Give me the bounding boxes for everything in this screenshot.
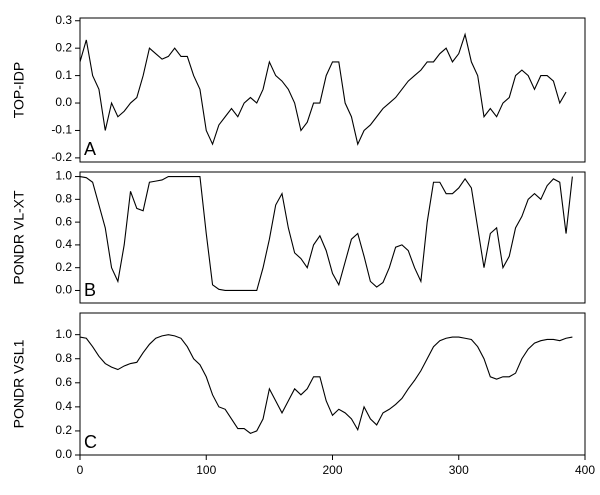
x-tick-label: 400 bbox=[575, 463, 595, 477]
y-tick-label: 0.1 bbox=[55, 68, 72, 82]
data-line bbox=[79, 176, 573, 292]
panel-label: C bbox=[84, 432, 97, 452]
x-tick-label: 0 bbox=[77, 463, 84, 477]
plot-frame bbox=[79, 312, 586, 456]
y-tick-label: 0.8 bbox=[55, 351, 72, 365]
y-tick-label: 0.0 bbox=[55, 447, 72, 461]
y-tick-label: 1.0 bbox=[55, 327, 72, 341]
y-tick-label: -0.2 bbox=[51, 150, 72, 164]
y-tick-label: 0.6 bbox=[55, 214, 72, 228]
plot-frame bbox=[79, 17, 586, 163]
y-tick-label: 0.0 bbox=[55, 95, 72, 109]
y-tick-label: 0.3 bbox=[55, 13, 72, 27]
y-tick-label: 0.8 bbox=[55, 192, 72, 206]
x-tick-label: 300 bbox=[449, 463, 469, 477]
panel-label: A bbox=[84, 139, 96, 159]
y-tick-label: 0.2 bbox=[55, 40, 72, 54]
y-tick-label: 0.2 bbox=[55, 260, 72, 274]
y-tick-label: 0.2 bbox=[55, 423, 72, 437]
x-tick-label: 100 bbox=[196, 463, 216, 477]
data-line bbox=[79, 334, 573, 434]
x-tick-label: 200 bbox=[322, 463, 342, 477]
y-axis-label: TOP-IDP bbox=[11, 62, 27, 119]
y-axis-label: PONDR VL-XT bbox=[11, 190, 27, 285]
y-tick-label: 1.0 bbox=[55, 169, 72, 183]
panel-label: B bbox=[84, 280, 96, 300]
y-tick-label: -0.1 bbox=[51, 123, 72, 137]
y-tick-label: 0.4 bbox=[55, 399, 72, 413]
y-tick-label: 0.6 bbox=[55, 375, 72, 389]
plot-frame bbox=[79, 171, 586, 304]
y-axis-label: PONDR VSL1 bbox=[11, 339, 27, 428]
y-tick-label: 0.0 bbox=[55, 283, 72, 297]
data-line bbox=[79, 32, 567, 146]
y-tick-label: 0.4 bbox=[55, 237, 72, 251]
